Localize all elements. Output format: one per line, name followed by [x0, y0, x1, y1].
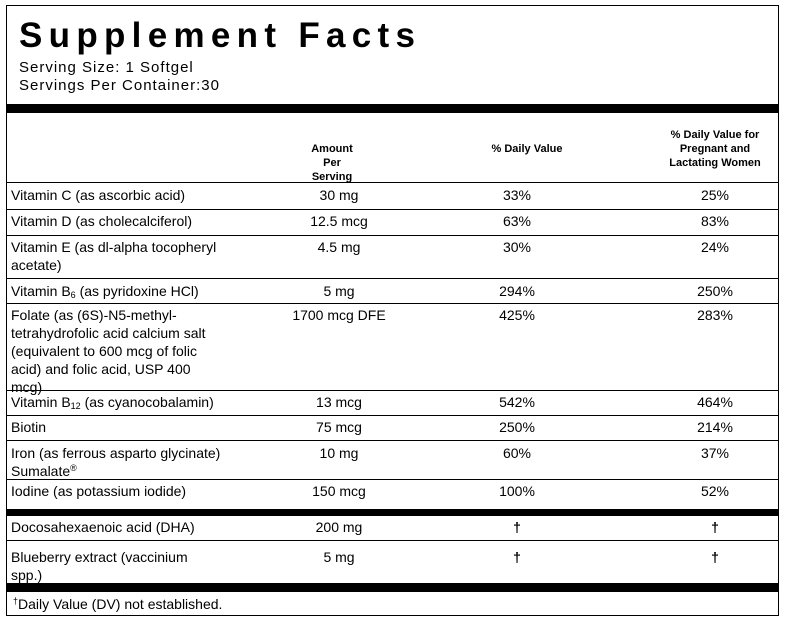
nutrient-name: Vitamin B12 (as cyanocobalamin)	[11, 394, 214, 411]
nutrient-dv-pregnant: 24%	[700, 239, 730, 255]
row-divider	[7, 540, 778, 541]
row-divider	[7, 235, 778, 236]
nutrient-dv-pregnant: 283%	[697, 307, 733, 323]
nutrient-amount: 150 mcg	[312, 483, 366, 499]
nutrient-amount: 13 mcg	[316, 394, 362, 410]
nutrient-amount: 30 mg	[319, 187, 359, 203]
nutrient-dv-pregnant: 250%	[697, 283, 733, 299]
nutrient-amount: 5 mg	[323, 549, 355, 565]
registered-mark: ®	[70, 463, 77, 473]
nutrient-dv: 294%	[499, 283, 535, 299]
supplement-facts-panel: Supplement Facts Serving Size: 1 Softgel…	[6, 5, 779, 616]
nutrient-dv: 33%	[502, 187, 532, 203]
nutrient-dv-pregnant: 37%	[700, 445, 730, 461]
nutrient-amount: 4.5 mg	[317, 239, 361, 255]
dagger-mark: †	[13, 596, 19, 606]
nutrient-amount: 200 mg	[315, 519, 363, 535]
nutrient-dv: 250%	[499, 419, 535, 435]
nutrient-name: Blueberry extract (vaccinium spp.)	[11, 549, 188, 583]
column-header-amount: Amount Per Serving	[311, 143, 353, 183]
panel-title: Supplement Facts	[19, 16, 422, 55]
row-divider	[7, 390, 778, 391]
nutrient-dv: 60%	[502, 445, 532, 461]
dagger-mark: †	[711, 519, 719, 535]
column-header-daily-value-pregnant: % Daily Value for Pregnant and Lactating…	[669, 129, 761, 169]
nutrient-dv-pregnant: 464%	[697, 394, 733, 410]
row-divider	[7, 209, 778, 210]
nutrient-amount: 12.5 mcg	[310, 213, 368, 229]
nutrient-dv: 425%	[499, 307, 535, 323]
nutrient-dv: 30%	[502, 239, 532, 255]
row-divider	[7, 479, 778, 480]
nutrient-amount: 5 mg	[323, 283, 355, 299]
nutrient-dv: 63%	[502, 213, 532, 229]
column-header-daily-value: % Daily Value	[491, 143, 563, 155]
nutrient-amount: 75 mcg	[316, 419, 362, 435]
row-divider	[7, 182, 778, 183]
footnote: †Daily Value (DV) not established.	[13, 596, 223, 612]
nutrient-dv: 542%	[499, 394, 535, 410]
nutrient-name: Vitamin B6 (as pyridoxine HCl)	[11, 283, 199, 300]
serving-size: Serving Size: 1 Softgel	[19, 59, 194, 76]
dagger-mark: †	[513, 549, 521, 565]
row-divider	[7, 440, 778, 441]
row-divider	[7, 278, 778, 279]
thick-rule-top	[7, 104, 778, 113]
nutrient-name: Vitamin D (as cholecalciferol)	[11, 213, 193, 229]
nutrient-amount: 10 mg	[319, 445, 359, 461]
row-divider	[7, 303, 778, 304]
nutrient-name: Folate (as (6S)-N5-methyl- tetrahydrofol…	[11, 307, 206, 395]
servings-per-container: Servings Per Container:30	[19, 77, 220, 94]
nutrient-name: Iron (as ferrous asparto glycinate) Suma…	[11, 445, 221, 479]
nutrient-dv-pregnant: 83%	[700, 213, 730, 229]
nutrient-dv-pregnant: 214%	[697, 419, 733, 435]
thick-rule-bottom	[7, 583, 778, 592]
row-divider	[7, 415, 778, 416]
nutrient-dv: 100%	[499, 483, 535, 499]
nutrient-name: Docosahexaenoic acid (DHA)	[11, 519, 195, 535]
nutrient-dv-pregnant: 25%	[700, 187, 730, 203]
nutrient-dv-pregnant: 52%	[700, 483, 730, 499]
dagger-mark: †	[513, 519, 521, 535]
nutrient-name: Vitamin C (as ascorbic acid)	[11, 187, 186, 203]
nutrient-name: Vitamin E (as dl-alpha tocopheryl acetat…	[11, 239, 217, 273]
nutrient-name: Biotin	[11, 419, 47, 435]
thick-rule-middle	[7, 509, 778, 516]
dagger-mark: †	[711, 549, 719, 565]
nutrient-name: Iodine (as potassium iodide)	[11, 483, 187, 499]
nutrient-amount: 1700 mcg DFE	[292, 307, 386, 323]
